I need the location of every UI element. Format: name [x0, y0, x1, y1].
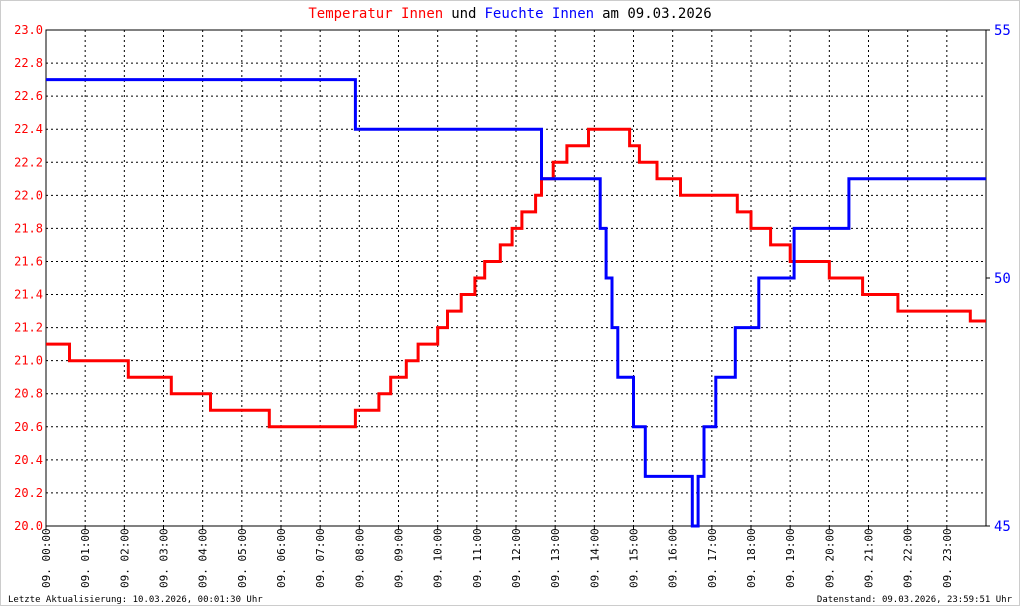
- x-tick-label: 09. 17:00: [706, 528, 719, 588]
- y-tick-label: 21.4: [14, 288, 43, 302]
- plot-border: [45, 29, 987, 527]
- x-tick-label: 09. 21:00: [863, 528, 876, 588]
- title-part: und: [451, 6, 476, 22]
- x-tick-label: 09. 14:00: [588, 528, 601, 588]
- title-part: am 09.03.2026: [602, 6, 712, 22]
- y-tick-label: 20.4: [14, 453, 43, 467]
- x-tick-label: 09. 15:00: [628, 528, 641, 588]
- x-tick-label: 09. 01:00: [79, 528, 92, 588]
- title-part: Temperatur Innen: [308, 6, 443, 22]
- x-tick-label: 09. 20:00: [823, 528, 836, 588]
- x-tick-label: 09. 09:00: [393, 528, 406, 588]
- y-tick-label: 20.8: [14, 387, 43, 401]
- footer-right: Datenstand: 09.03.2026, 23:59:51 Uhr: [817, 595, 1013, 605]
- x-tick-label: 09. 03:00: [158, 528, 171, 588]
- y-tick-label: 23.0: [14, 23, 43, 37]
- y2-tick-label: 55: [994, 23, 1011, 39]
- y-tick-label: 21.0: [14, 354, 43, 368]
- y-tick-label: 21.6: [14, 254, 43, 268]
- y-tick-label: 22.8: [14, 56, 43, 70]
- x-tick-label: 09. 22:00: [902, 528, 915, 588]
- footer-left: Letzte Aktualisierung: 10.03.2026, 00:01…: [8, 595, 263, 605]
- y-tick-label: 22.2: [14, 155, 43, 169]
- x-tick-label: 09. 05:00: [236, 528, 249, 588]
- series-line: [46, 127, 986, 429]
- x-tick-label: 09. 10:00: [432, 528, 445, 588]
- x-tick-label: 09. 08:00: [353, 528, 366, 588]
- x-tick-label: 09. 13:00: [549, 528, 562, 588]
- y-tick-label: 20.6: [14, 420, 43, 434]
- x-tick-label: 09. 19:00: [784, 528, 797, 588]
- y2-tick-label: 50: [994, 271, 1011, 287]
- y-tick-label: 22.4: [14, 122, 43, 136]
- y-tick-label: 20.2: [14, 486, 43, 500]
- y-tick-label: 22.6: [14, 89, 43, 103]
- x-tick-label: 09. 12:00: [510, 528, 523, 588]
- x-tick-label: 09. 02:00: [118, 528, 131, 588]
- chart-title: Temperatur Innen und Feuchte Innen am 09.03…: [308, 6, 711, 22]
- x-tick-label: 09. 11:00: [471, 528, 484, 588]
- series-line: [46, 78, 986, 528]
- title-part: Feuchte Innen: [485, 6, 595, 22]
- x-tick-label: 09. 00:00: [40, 528, 53, 588]
- y-tick-label: 22.0: [14, 188, 43, 202]
- x-tick-label: 09. 07:00: [314, 528, 327, 588]
- x-tick-label: 09. 23:00: [941, 528, 954, 588]
- y-tick-label: 21.2: [14, 321, 43, 335]
- y-tick-label: 20.0: [14, 519, 43, 533]
- x-tick-label: 09. 18:00: [745, 528, 758, 588]
- x-tick-label: 09. 04:00: [197, 528, 210, 588]
- y2-tick-label: 45: [994, 519, 1011, 535]
- x-tick-label: 09. 16:00: [667, 528, 680, 588]
- y-tick-label: 21.8: [14, 221, 43, 235]
- x-tick-label: 09. 06:00: [275, 528, 288, 588]
